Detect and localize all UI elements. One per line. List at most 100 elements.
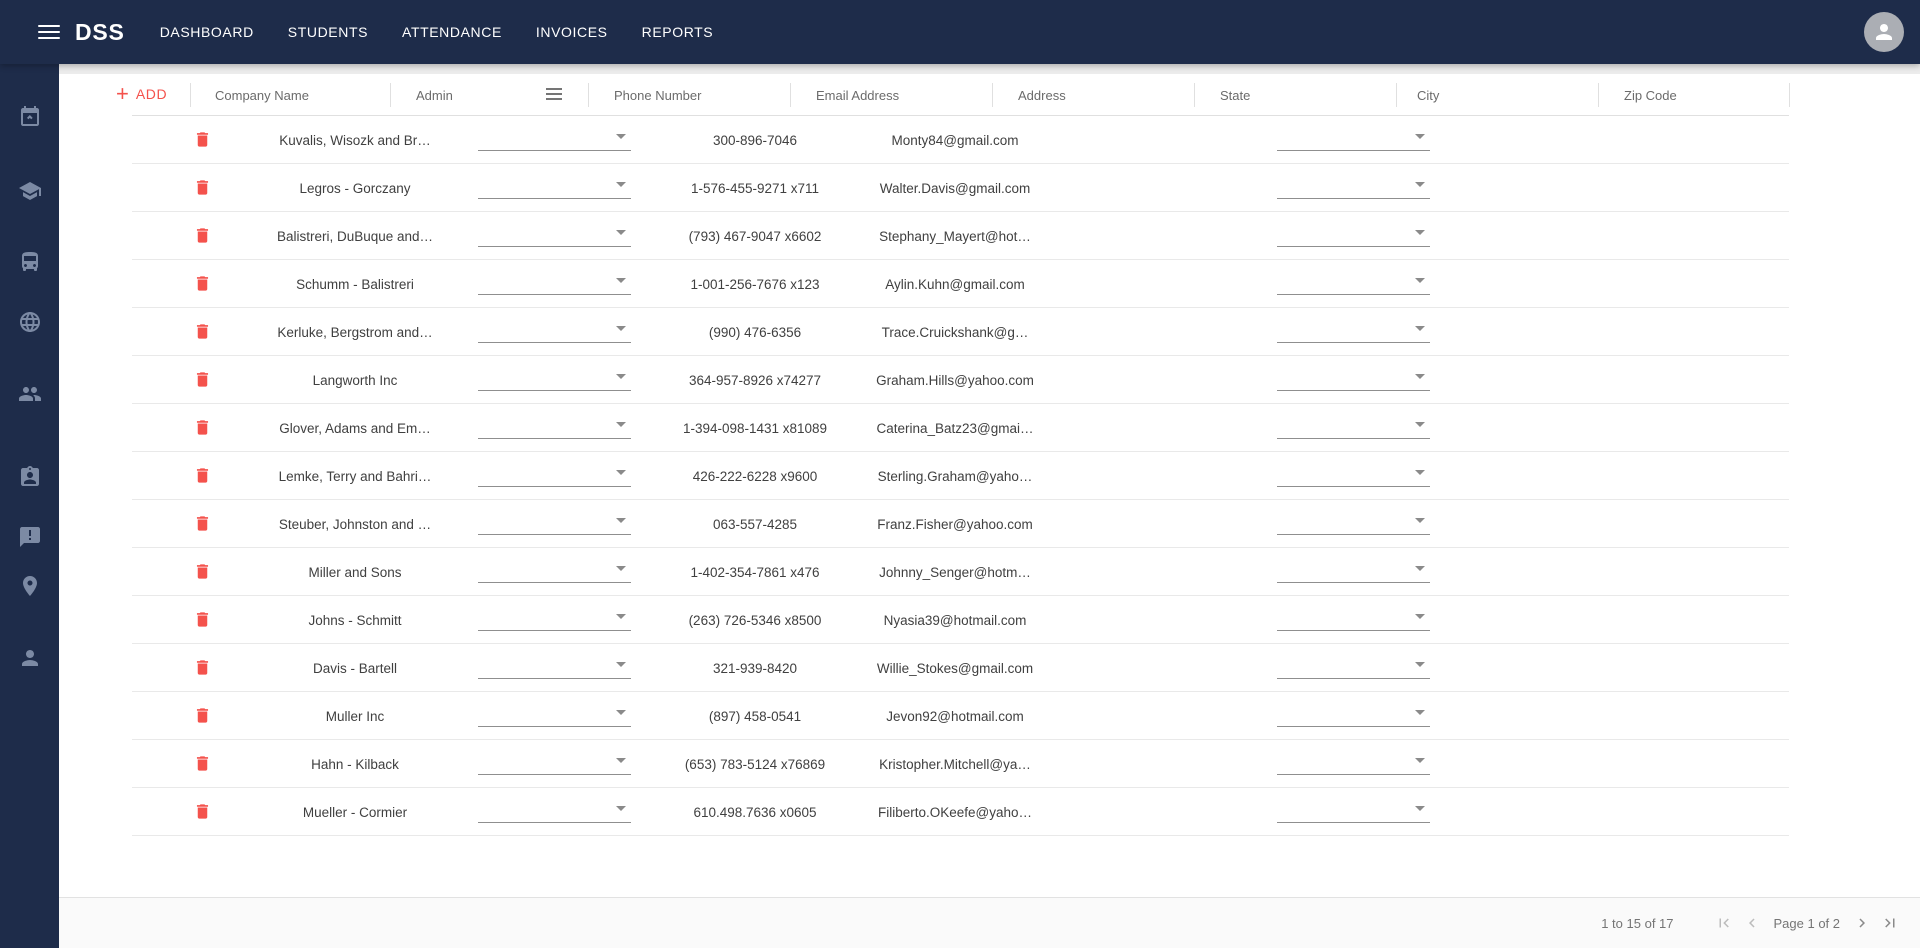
- column-header-state[interactable]: State: [1220, 88, 1251, 103]
- email-address-cell: Graham.Hills@yahoo.com: [876, 372, 1034, 388]
- delete-row-button[interactable]: [184, 753, 220, 775]
- trash-icon: [196, 756, 208, 771]
- chevron-down-icon: [1415, 710, 1425, 715]
- state-select[interactable]: [1277, 653, 1430, 679]
- school-icon: [18, 182, 41, 200]
- sidebar-item-school[interactable]: [0, 179, 59, 203]
- sidebar-item-globe[interactable]: [0, 310, 59, 334]
- nav-invoices[interactable]: INVOICES: [519, 0, 625, 64]
- email-address-cell: Franz.Fisher@yahoo.com: [877, 516, 1033, 532]
- delete-row-button[interactable]: [184, 225, 220, 247]
- company-name-cell: Langworth Inc: [312, 372, 398, 388]
- state-select[interactable]: [1277, 125, 1430, 151]
- delete-row-button[interactable]: [184, 657, 220, 679]
- admin-select[interactable]: [478, 365, 631, 391]
- delete-row-button[interactable]: [184, 369, 220, 391]
- phone-number-cell: 063-557-4285: [712, 516, 798, 532]
- admin-select[interactable]: [478, 413, 631, 439]
- admin-select[interactable]: [478, 605, 631, 631]
- state-select[interactable]: [1277, 461, 1430, 487]
- delete-row-button[interactable]: [184, 417, 220, 439]
- nav-dashboard[interactable]: DASHBOARD: [143, 0, 271, 64]
- company-name-cell: Lemke, Terry and Bahri…: [278, 468, 432, 484]
- state-select[interactable]: [1277, 749, 1430, 775]
- chevron-down-icon: [1415, 662, 1425, 667]
- delete-row-button[interactable]: [184, 609, 220, 631]
- sidebar-item-event-busy[interactable]: [0, 105, 59, 129]
- admin-select[interactable]: [478, 701, 631, 727]
- sidebar-item-people[interactable]: [0, 382, 59, 406]
- admin-select[interactable]: [478, 557, 631, 583]
- add-button[interactable]: + ADD: [116, 81, 168, 106]
- user-avatar-button[interactable]: [1864, 12, 1904, 52]
- sidebar-item-person[interactable]: [0, 646, 59, 670]
- nav-students[interactable]: STUDENTS: [271, 0, 385, 64]
- admin-select[interactable]: [478, 509, 631, 535]
- app-bar: DSS DASHBOARD STUDENTS ATTENDANCE INVOIC…: [0, 0, 1920, 64]
- chevron-down-icon: [616, 470, 626, 475]
- delete-row-button[interactable]: [184, 177, 220, 199]
- admin-select[interactable]: [478, 653, 631, 679]
- sidebar: [0, 64, 59, 948]
- delete-row-button[interactable]: [184, 705, 220, 727]
- admin-select[interactable]: [478, 749, 631, 775]
- state-select[interactable]: [1277, 317, 1430, 343]
- admin-select[interactable]: [478, 221, 631, 247]
- delete-row-button[interactable]: [184, 321, 220, 343]
- last-page-button[interactable]: [1881, 914, 1899, 932]
- delete-row-button[interactable]: [184, 561, 220, 583]
- state-select[interactable]: [1277, 221, 1430, 247]
- trash-icon: [196, 180, 208, 195]
- trash-icon: [196, 324, 208, 339]
- state-select[interactable]: [1277, 557, 1430, 583]
- column-header-address[interactable]: Address: [1018, 88, 1066, 103]
- delete-row-button[interactable]: [184, 465, 220, 487]
- state-select[interactable]: [1277, 413, 1430, 439]
- state-select[interactable]: [1277, 365, 1430, 391]
- sidebar-item-badge[interactable]: [0, 465, 59, 489]
- content-area: + ADD Company Name Admin Phone Number Em…: [59, 64, 1920, 948]
- delete-row-button[interactable]: [184, 273, 220, 295]
- admin-select[interactable]: [478, 269, 631, 295]
- state-select[interactable]: [1277, 509, 1430, 535]
- delete-row-button[interactable]: [184, 513, 220, 535]
- state-select[interactable]: [1277, 701, 1430, 727]
- sidebar-item-feedback[interactable]: [0, 525, 59, 549]
- column-header-company-name[interactable]: Company Name: [215, 88, 309, 103]
- table-row: Davis - Bartell 321-939-8420 Willie_Stok…: [132, 644, 1789, 692]
- delete-row-button[interactable]: [184, 801, 220, 823]
- state-select[interactable]: [1277, 269, 1430, 295]
- column-header-admin[interactable]: Admin: [416, 88, 453, 103]
- column-menu-icon[interactable]: [546, 88, 562, 100]
- column-header-city[interactable]: City: [1417, 88, 1440, 103]
- trash-icon: [196, 132, 208, 147]
- sidebar-item-place[interactable]: [0, 574, 59, 598]
- sidebar-item-bus[interactable]: [0, 250, 59, 274]
- state-select[interactable]: [1277, 797, 1430, 823]
- column-header-phone-number[interactable]: Phone Number: [614, 88, 702, 103]
- admin-select[interactable]: [478, 317, 631, 343]
- admin-select[interactable]: [478, 461, 631, 487]
- column-header-email-address[interactable]: Email Address: [816, 88, 900, 103]
- last-page-icon: [1885, 918, 1895, 928]
- chevron-down-icon: [616, 326, 626, 331]
- admin-select[interactable]: [478, 797, 631, 823]
- chevron-down-icon: [1415, 566, 1425, 571]
- delete-row-button[interactable]: [184, 129, 220, 151]
- state-select[interactable]: [1277, 173, 1430, 199]
- state-select[interactable]: [1277, 605, 1430, 631]
- menu-button[interactable]: [38, 25, 60, 39]
- phone-number-cell: 426-222-6228 x9600: [692, 468, 818, 484]
- first-page-icon: [1719, 918, 1729, 928]
- first-page-button[interactable]: [1715, 914, 1733, 932]
- next-page-button[interactable]: [1853, 914, 1871, 932]
- previous-page-button[interactable]: [1743, 914, 1761, 932]
- admin-select[interactable]: [478, 125, 631, 151]
- phone-number-cell: 1-402-354-7861 x476: [690, 564, 820, 580]
- column-header-zip-code[interactable]: Zip Code: [1624, 88, 1677, 103]
- nav-attendance[interactable]: ATTENDANCE: [385, 0, 519, 64]
- table-row: Langworth Inc 364-957-8926 x74277 Graham…: [132, 356, 1789, 404]
- chevron-down-icon: [616, 134, 626, 139]
- nav-reports[interactable]: REPORTS: [625, 0, 731, 64]
- admin-select[interactable]: [478, 173, 631, 199]
